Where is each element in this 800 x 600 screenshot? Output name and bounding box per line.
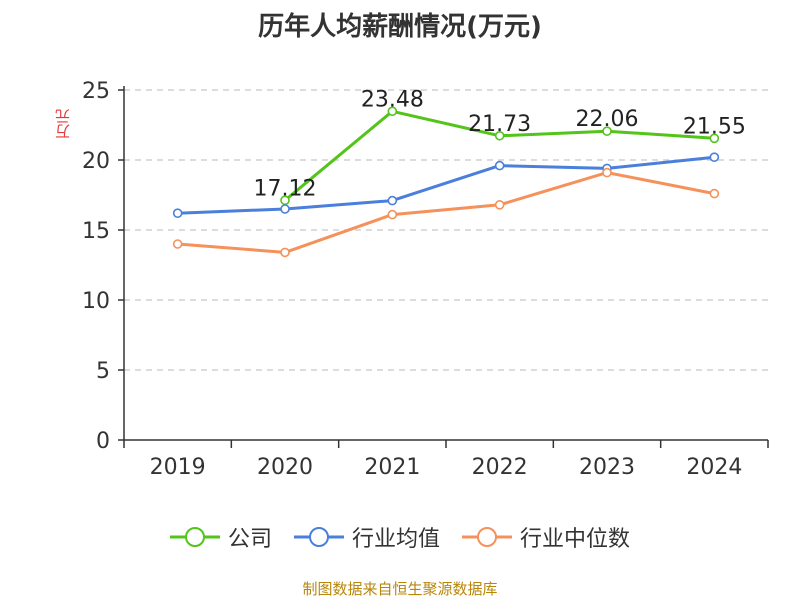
x-tick-label-2022: 2022: [472, 455, 528, 480]
data-label-2021: 23.48: [361, 87, 424, 112]
y-tick-label-0: 0: [96, 429, 110, 454]
y-tick-label-4: 20: [82, 149, 110, 174]
point-s1-2020: [280, 204, 290, 214]
point-s2-2020: [280, 247, 290, 258]
legend-item-1[interactable]: 行业均值: [293, 521, 440, 553]
y-tick-label-2: 10: [82, 289, 110, 314]
point-s2-2024: [709, 188, 720, 199]
y-tick-label-5: 25: [82, 79, 110, 104]
legend-marker-icon: [462, 527, 512, 547]
point-s0-2022: [494, 130, 505, 141]
point-s2-2023: [602, 167, 612, 178]
x-tick-label-2019: 2019: [150, 455, 206, 480]
point-s0-2023: [602, 126, 612, 136]
data-label-2023: 22.06: [576, 107, 639, 132]
legend-label: 行业均值: [351, 527, 440, 552]
series-line-1: [177, 155, 715, 215]
point-s2-2019: [172, 239, 183, 249]
y-tick-label-3: 15: [82, 219, 110, 244]
point-s1-2024: [709, 152, 720, 162]
point-s1-2022: [494, 160, 505, 171]
data-label-2024: 21.55: [683, 114, 746, 139]
point-s1-2019: [172, 208, 183, 218]
legend-label: 公司: [227, 527, 272, 552]
legend-marker-icon: [293, 527, 344, 547]
x-tick-label-2020: 2020: [257, 455, 313, 480]
legend-item-0[interactable]: 公司: [169, 521, 272, 553]
x-tick-label-2021: 2021: [364, 455, 420, 480]
data-label-2020: 17.12: [254, 176, 317, 201]
legend: 公司 行业均值 行业中位数: [0, 520, 800, 554]
point-s0-2021: [387, 106, 398, 117]
legend-marker-icon: [169, 527, 220, 547]
point-s2-2021: [387, 209, 398, 220]
point-s1-2021: [387, 195, 398, 206]
data-label-2022: 21.73: [468, 112, 531, 137]
x-tick-label-2023: 2023: [579, 455, 635, 480]
point-s2-2022: [494, 200, 505, 210]
series-line-2: [177, 171, 715, 254]
x-tick-label-2024: 2024: [686, 455, 742, 480]
point-s0-2024: [709, 133, 720, 144]
legend-item-2[interactable]: 行业中位数: [462, 521, 630, 553]
y-tick-label-1: 5: [96, 359, 110, 384]
chart-title: 历年人均薪酬情况(万元): [258, 12, 542, 42]
legend-label: 行业中位数: [520, 527, 631, 552]
source-note: 制图数据来自恒生聚源数据库: [302, 580, 498, 598]
